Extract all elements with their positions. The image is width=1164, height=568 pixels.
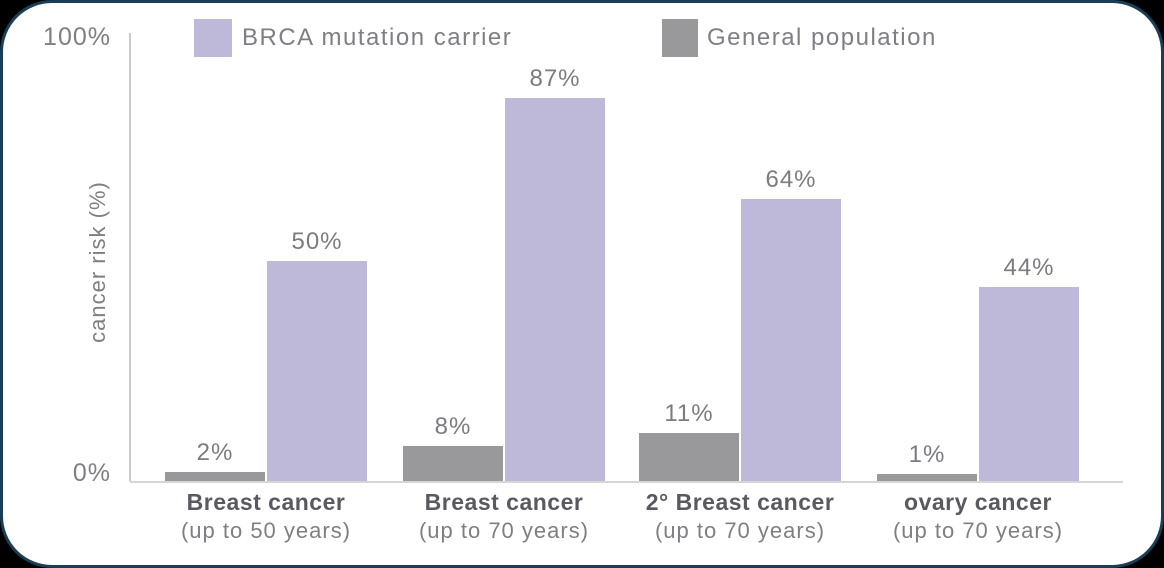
category-qualifier: (up to 70 years) [654, 518, 826, 543]
category-label-1: Breast cancer (up to 70 years) [374, 489, 634, 544]
value-label-general-population-3: 1% [908, 441, 946, 468]
legend-label-brca-carrier: BRCA mutation carrier [242, 24, 513, 51]
category-name: ovary cancer [904, 489, 1052, 515]
legend-swatch-general-population [662, 19, 698, 57]
category-name: Breast cancer [424, 489, 584, 515]
bar-brca-mutation-carrier-0 [267, 261, 367, 481]
y-axis-tick-100: 100% [43, 23, 111, 51]
category-label-0: Breast cancer (up to 50 years) [136, 489, 396, 544]
category-qualifier: (up to 50 years) [180, 518, 352, 543]
category-name: Breast cancer [186, 489, 346, 515]
legend-label-general-population: General population [707, 24, 937, 51]
bar-brca-mutation-carrier-3 [979, 287, 1079, 481]
category-qualifier: (up to 70 years) [892, 518, 1064, 543]
value-label-brca-mutation-carrier-1: 87% [529, 65, 581, 92]
bar-brca-mutation-carrier-1 [505, 98, 605, 481]
bar-general-population-3 [877, 474, 977, 481]
bar-general-population-2 [639, 433, 739, 481]
value-label-general-population-1: 8% [434, 413, 472, 440]
bar-brca-mutation-carrier-2 [741, 199, 841, 481]
value-label-brca-mutation-carrier-0: 50% [291, 228, 343, 255]
y-axis-line [129, 33, 131, 481]
bar-general-population-1 [403, 446, 503, 481]
category-name: 2° Breast cancer [645, 489, 835, 515]
y-axis-tick-0: 0% [72, 459, 111, 487]
legend-swatch-brca-carrier [194, 19, 232, 57]
x-axis-line [130, 481, 1123, 483]
category-qualifier: (up to 70 years) [418, 518, 590, 543]
value-label-general-population-0: 2% [196, 439, 234, 466]
value-label-general-population-2: 11% [664, 400, 714, 427]
category-label-3: ovary cancer (up to 70 years) [848, 489, 1108, 544]
value-label-brca-mutation-carrier-2: 64% [765, 166, 817, 193]
y-axis-title: cancer risk (%) [85, 181, 110, 343]
category-label-2: 2° Breast cancer (up to 70 years) [610, 489, 870, 544]
bar-general-population-0 [165, 472, 265, 481]
value-label-brca-mutation-carrier-3: 44% [1003, 254, 1055, 281]
